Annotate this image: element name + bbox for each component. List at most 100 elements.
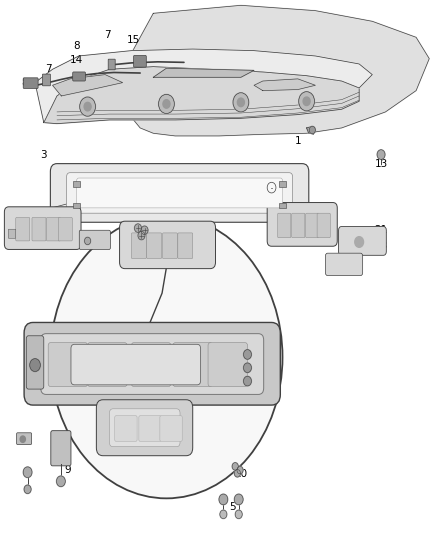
Text: 6: 6: [277, 187, 284, 197]
Bar: [73, 203, 80, 208]
Polygon shape: [254, 79, 315, 91]
Text: 16: 16: [67, 208, 80, 218]
Circle shape: [377, 150, 385, 159]
Text: 15: 15: [127, 35, 140, 45]
Bar: [279, 203, 286, 208]
FancyBboxPatch shape: [162, 233, 177, 259]
Circle shape: [309, 126, 315, 134]
FancyBboxPatch shape: [292, 213, 305, 238]
Text: 10: 10: [234, 470, 247, 479]
FancyBboxPatch shape: [8, 229, 16, 238]
FancyBboxPatch shape: [317, 213, 330, 238]
FancyBboxPatch shape: [96, 400, 193, 456]
Text: 8: 8: [21, 78, 28, 87]
Text: 18: 18: [131, 227, 145, 237]
FancyBboxPatch shape: [51, 431, 71, 466]
FancyBboxPatch shape: [42, 74, 50, 86]
FancyBboxPatch shape: [88, 343, 127, 386]
Text: 22: 22: [291, 225, 304, 235]
Circle shape: [80, 97, 95, 116]
FancyBboxPatch shape: [115, 416, 137, 441]
Circle shape: [355, 237, 364, 247]
Circle shape: [299, 92, 314, 111]
Circle shape: [234, 494, 243, 505]
Text: 14: 14: [70, 55, 83, 65]
Text: 19: 19: [335, 256, 348, 266]
Circle shape: [234, 470, 240, 477]
FancyBboxPatch shape: [160, 416, 182, 441]
FancyBboxPatch shape: [73, 72, 85, 81]
Text: 5: 5: [229, 503, 236, 512]
FancyBboxPatch shape: [50, 164, 309, 222]
Text: 11: 11: [18, 434, 31, 443]
FancyBboxPatch shape: [108, 59, 115, 70]
FancyBboxPatch shape: [325, 253, 363, 276]
FancyBboxPatch shape: [79, 230, 110, 249]
Circle shape: [244, 350, 251, 359]
FancyBboxPatch shape: [306, 213, 319, 238]
Circle shape: [159, 94, 174, 114]
Bar: [73, 181, 80, 187]
Circle shape: [85, 237, 91, 245]
Circle shape: [134, 224, 141, 232]
Circle shape: [23, 467, 32, 478]
Circle shape: [237, 98, 244, 107]
FancyBboxPatch shape: [71, 344, 201, 385]
Circle shape: [84, 102, 91, 111]
FancyBboxPatch shape: [17, 433, 32, 445]
Circle shape: [163, 100, 170, 108]
Text: 2: 2: [191, 250, 198, 260]
FancyBboxPatch shape: [58, 217, 72, 241]
Circle shape: [24, 485, 31, 494]
FancyBboxPatch shape: [32, 217, 46, 241]
Text: 17: 17: [90, 231, 103, 240]
Text: 7: 7: [45, 64, 52, 74]
FancyBboxPatch shape: [267, 203, 337, 246]
Polygon shape: [153, 68, 254, 77]
FancyBboxPatch shape: [139, 416, 161, 441]
Circle shape: [220, 510, 227, 519]
Polygon shape: [44, 67, 359, 124]
Circle shape: [141, 226, 148, 235]
Text: 1: 1: [294, 136, 301, 146]
Circle shape: [303, 97, 310, 106]
FancyBboxPatch shape: [4, 207, 81, 249]
FancyBboxPatch shape: [24, 322, 280, 405]
Bar: [279, 181, 286, 187]
FancyBboxPatch shape: [26, 336, 44, 389]
Text: 23: 23: [374, 241, 388, 251]
FancyBboxPatch shape: [110, 409, 180, 447]
FancyBboxPatch shape: [178, 233, 193, 259]
FancyBboxPatch shape: [339, 227, 386, 255]
Text: 3: 3: [40, 150, 47, 159]
Circle shape: [267, 182, 276, 193]
Text: 21: 21: [374, 225, 388, 235]
Text: 4: 4: [23, 471, 30, 480]
FancyBboxPatch shape: [67, 173, 293, 213]
Circle shape: [244, 363, 251, 373]
FancyBboxPatch shape: [77, 178, 283, 208]
Text: 8: 8: [73, 42, 80, 51]
Polygon shape: [53, 75, 123, 96]
Circle shape: [237, 466, 243, 474]
Circle shape: [138, 231, 145, 240]
FancyBboxPatch shape: [134, 55, 146, 67]
Text: 12: 12: [33, 209, 46, 219]
Text: 2: 2: [21, 231, 28, 240]
FancyBboxPatch shape: [173, 343, 212, 386]
Circle shape: [57, 476, 65, 487]
FancyBboxPatch shape: [48, 343, 88, 386]
Polygon shape: [35, 49, 372, 123]
Text: 9: 9: [64, 465, 71, 475]
Circle shape: [233, 93, 249, 112]
Circle shape: [20, 436, 25, 442]
FancyBboxPatch shape: [131, 233, 146, 259]
FancyBboxPatch shape: [131, 343, 171, 386]
Polygon shape: [123, 5, 429, 136]
Text: 7: 7: [104, 30, 111, 39]
FancyBboxPatch shape: [208, 343, 247, 386]
Circle shape: [30, 359, 40, 372]
Circle shape: [232, 463, 238, 470]
FancyBboxPatch shape: [16, 217, 30, 241]
Circle shape: [50, 216, 283, 498]
